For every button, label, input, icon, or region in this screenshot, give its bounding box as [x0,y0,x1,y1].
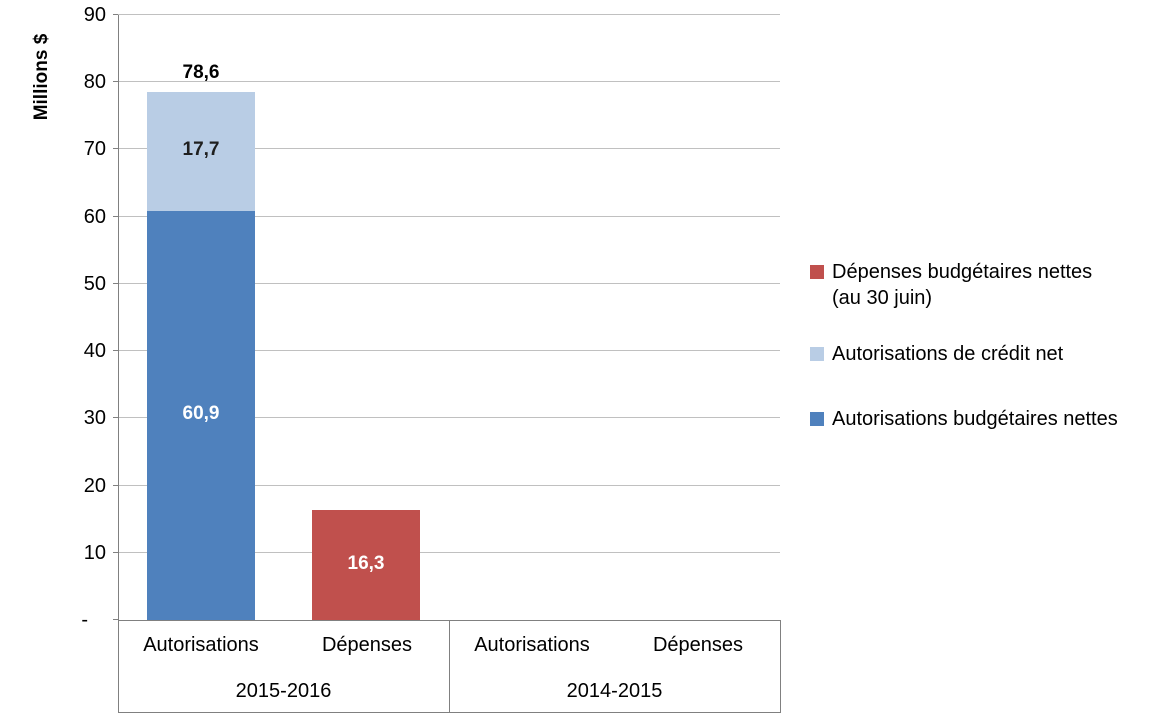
y-tick-mark [113,552,118,553]
gridline [118,485,780,486]
legend-item: Autorisations de crédit net [810,341,1063,367]
category-label: Dépenses [652,634,744,656]
y-tick-mark [113,619,118,620]
category-divider [449,620,450,712]
y-tick-mark [113,283,118,284]
y-tick-label: 40 [83,340,106,362]
bar-segment [147,92,255,211]
y-tick-mark [113,485,118,486]
y-tick-label: 90 [83,4,106,26]
y-tick-label: 30 [83,407,106,429]
y-tick-label: 50 [83,273,106,295]
y-tick-mark [113,216,118,217]
y-tick-mark [113,81,118,82]
y-axis-line [118,15,119,712]
y-tick-label: - [81,609,88,631]
bar-total-label: 78,6 [182,62,220,83]
legend-item: Dépenses budgétaires nettes (au 30 juin) [810,259,1092,311]
y-axis-title: Millions $ [31,33,52,121]
bar-segment-label: 16,3 [347,553,385,574]
group-label: 2015-2016 [235,680,332,702]
legend-label: Autorisations budgétaires nettes [832,408,1118,430]
legend-label: Autorisations de crédit net [832,343,1064,365]
gridline [118,350,780,351]
gridline [118,552,780,553]
category-divider [780,620,781,712]
y-tick-label: 70 [83,138,106,160]
gridline [118,216,780,217]
group-label: 2014-2015 [566,680,663,702]
y-tick-mark [113,14,118,15]
category-label: Autorisations [143,634,259,656]
bar-segment-label: 17,7 [182,139,220,160]
y-tick-label: 60 [83,206,106,228]
category-label: Dépenses [321,634,413,656]
y-tick-mark [113,148,118,149]
bar-segment-label: 60,9 [182,403,220,424]
gridline [118,81,780,82]
y-tick-label: 80 [83,71,106,93]
y-tick-mark [113,350,118,351]
gridline [118,148,780,149]
y-tick-label: 20 [83,475,106,497]
category-label: Autorisations [474,634,590,656]
y-tick-mark [113,417,118,418]
gridline [118,417,780,418]
bar-segment [312,510,420,620]
bar-segment [147,211,255,620]
gridline [118,283,780,284]
legend-swatch [810,412,824,426]
legend-swatch [810,265,824,279]
gridline [118,14,780,15]
y-tick-label: 10 [83,542,106,564]
axis-band-bottom-line [118,712,781,713]
legend-label: Dépenses budgétaires nettes (au 30 juin) [832,261,1093,309]
legend-swatch [810,347,824,361]
legend-item: Autorisations budgétaires nettes [810,406,1118,432]
